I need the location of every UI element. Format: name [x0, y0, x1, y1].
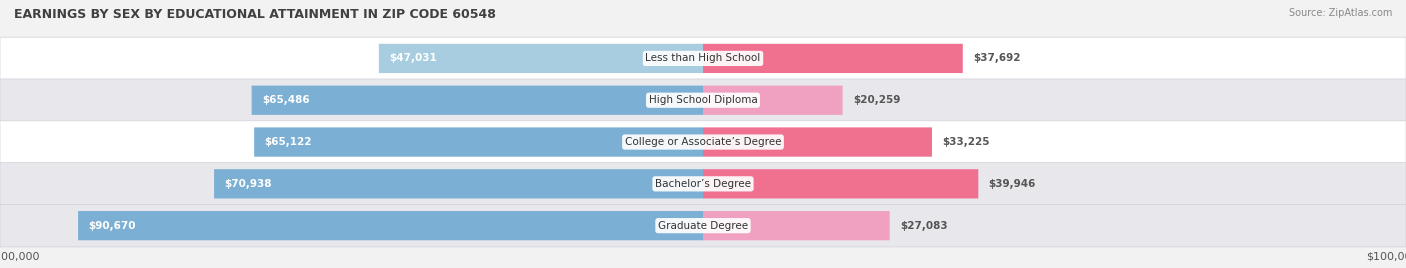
Text: $47,031: $47,031: [389, 53, 437, 64]
FancyBboxPatch shape: [0, 37, 1406, 80]
FancyBboxPatch shape: [254, 127, 703, 157]
Text: $37,692: $37,692: [973, 53, 1021, 64]
FancyBboxPatch shape: [703, 127, 932, 157]
FancyBboxPatch shape: [79, 211, 703, 240]
FancyBboxPatch shape: [214, 169, 703, 199]
FancyBboxPatch shape: [703, 44, 963, 73]
Text: Bachelor’s Degree: Bachelor’s Degree: [655, 179, 751, 189]
FancyBboxPatch shape: [703, 211, 890, 240]
FancyBboxPatch shape: [703, 169, 979, 199]
Text: $70,938: $70,938: [225, 179, 271, 189]
FancyBboxPatch shape: [0, 79, 1406, 121]
Text: EARNINGS BY SEX BY EDUCATIONAL ATTAINMENT IN ZIP CODE 60548: EARNINGS BY SEX BY EDUCATIONAL ATTAINMEN…: [14, 8, 496, 21]
Text: $20,259: $20,259: [853, 95, 900, 105]
Text: Less than High School: Less than High School: [645, 53, 761, 64]
Text: $90,670: $90,670: [89, 221, 136, 231]
Text: $33,225: $33,225: [942, 137, 990, 147]
FancyBboxPatch shape: [0, 163, 1406, 205]
FancyBboxPatch shape: [703, 85, 842, 115]
Text: $65,122: $65,122: [264, 137, 312, 147]
FancyBboxPatch shape: [378, 44, 703, 73]
Text: College or Associate’s Degree: College or Associate’s Degree: [624, 137, 782, 147]
Text: $39,946: $39,946: [988, 179, 1036, 189]
Text: $65,486: $65,486: [262, 95, 309, 105]
Text: Source: ZipAtlas.com: Source: ZipAtlas.com: [1288, 8, 1392, 18]
FancyBboxPatch shape: [0, 204, 1406, 247]
Text: $27,083: $27,083: [900, 221, 948, 231]
Text: High School Diploma: High School Diploma: [648, 95, 758, 105]
Text: Graduate Degree: Graduate Degree: [658, 221, 748, 231]
FancyBboxPatch shape: [0, 121, 1406, 163]
FancyBboxPatch shape: [252, 85, 703, 115]
